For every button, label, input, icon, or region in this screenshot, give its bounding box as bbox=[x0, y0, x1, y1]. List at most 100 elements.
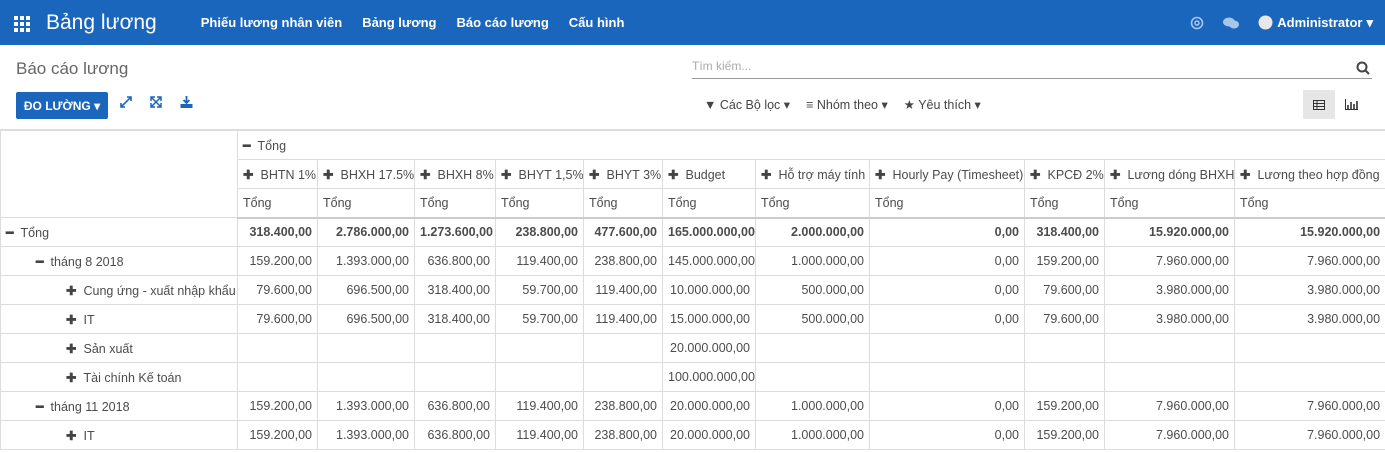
measure-header[interactable]: ✚ BHXH 8% bbox=[414, 159, 496, 189]
value-cell: 1.000.000,00 bbox=[755, 391, 870, 421]
expand-icon[interactable]: ✚ bbox=[66, 312, 77, 327]
value-cell: 145.000.000,00 bbox=[662, 246, 756, 276]
menu-item[interactable]: Báo cáo lương bbox=[456, 15, 549, 30]
value-cell bbox=[869, 333, 1025, 363]
expand-icon[interactable]: ✚ bbox=[323, 167, 334, 182]
row-header[interactable]: ✚ IT bbox=[0, 420, 238, 450]
value-cell: 238.800,00 bbox=[583, 246, 663, 276]
value-cell bbox=[495, 333, 584, 363]
favorites-label: Yêu thích bbox=[918, 98, 972, 112]
user-menu[interactable]: Administrator ▾ bbox=[1258, 15, 1373, 31]
expand-icon[interactable]: ✚ bbox=[761, 167, 772, 182]
value-cell: 159.200,00 bbox=[1024, 420, 1105, 450]
measure-header[interactable]: ✚ KPCĐ 2% bbox=[1024, 159, 1105, 189]
row-label: IT bbox=[83, 312, 95, 327]
search-options: ▼ Các Bộ lọc ▾ ≡ Nhóm theo ▾ ★ Yêu thích… bbox=[704, 97, 981, 112]
value-cell: 3.980.000,00 bbox=[1104, 275, 1235, 305]
expand-icon[interactable]: ✚ bbox=[875, 167, 886, 182]
measure-header[interactable]: ✚ BHXH 17.5% bbox=[317, 159, 415, 189]
row-header[interactable]: ✚ Cung ứng - xuất nhập khẩu bbox=[0, 275, 238, 305]
menu-item[interactable]: Cấu hình bbox=[568, 15, 625, 30]
row-header[interactable]: ✚ Tài chính Kế toán bbox=[0, 362, 238, 392]
value-cell: 318.400,00 bbox=[1024, 217, 1105, 247]
collapse-icon[interactable]: ━ bbox=[36, 254, 44, 269]
menu-item[interactable]: Bảng lương bbox=[362, 15, 437, 30]
sub-header: Tổng bbox=[869, 188, 1025, 219]
collapse-icon[interactable]: ━ bbox=[243, 138, 251, 153]
column-group-header[interactable]: ━ Tổng bbox=[236, 130, 1385, 160]
measure-header[interactable]: ✚ Hỗ trợ máy tính bbox=[755, 159, 870, 189]
groupby-menu[interactable]: ≡ Nhóm theo ▾ bbox=[806, 98, 888, 112]
row-header[interactable]: ━ tháng 11 2018 bbox=[0, 391, 238, 421]
measure-header[interactable]: ✚ Hourly Pay (Timesheet) bbox=[869, 159, 1025, 189]
favorites-menu[interactable]: ★ Yêu thích ▾ bbox=[903, 98, 981, 112]
chat-icon[interactable] bbox=[1222, 16, 1240, 30]
value-cell bbox=[317, 333, 415, 363]
value-cell: 79.600,00 bbox=[1024, 304, 1105, 334]
row-header[interactable]: ━ tháng 8 2018 bbox=[0, 246, 238, 276]
expand-icon[interactable] bbox=[150, 96, 162, 108]
measure-header[interactable]: ✚ Budget bbox=[662, 159, 756, 189]
measure-header[interactable]: ✚ Lương theo hợp đồng bbox=[1233, 159, 1385, 189]
expand-icon[interactable]: ✚ bbox=[1240, 167, 1251, 182]
measure-header[interactable]: ✚ BHYT 3% bbox=[583, 159, 663, 189]
expand-icon[interactable]: ✚ bbox=[420, 167, 431, 182]
expand-icon[interactable]: ✚ bbox=[668, 167, 679, 182]
sub-header: Tổng bbox=[237, 188, 318, 219]
mention-icon[interactable] bbox=[1190, 16, 1204, 30]
value-cell bbox=[583, 362, 663, 392]
header-label: BHTN 1% bbox=[260, 167, 317, 182]
breadcrumb: Báo cáo lương bbox=[16, 59, 129, 78]
search-icon[interactable] bbox=[1356, 61, 1370, 75]
expand-icon[interactable]: ✚ bbox=[66, 283, 77, 298]
measure-header[interactable]: ✚ BHYT 1,5% bbox=[495, 159, 584, 189]
expand-icon[interactable]: ✚ bbox=[66, 341, 77, 356]
expand-icon[interactable]: ✚ bbox=[1030, 167, 1041, 182]
app-title: Bảng lương bbox=[46, 10, 157, 34]
pivot-view-button[interactable] bbox=[1303, 90, 1335, 119]
value-cell: 3.980.000,00 bbox=[1233, 304, 1385, 334]
row-header[interactable]: ✚ Sản xuất bbox=[0, 333, 238, 363]
value-cell: 636.800,00 bbox=[414, 420, 496, 450]
expand-icon[interactable]: ✚ bbox=[66, 370, 77, 385]
sub-header: Tổng bbox=[1233, 188, 1385, 219]
row-header[interactable]: ━ Tổng bbox=[0, 217, 238, 247]
measures-button[interactable]: ĐO LƯỜNG ▾ bbox=[16, 92, 108, 119]
value-cell: 3.980.000,00 bbox=[1233, 275, 1385, 305]
search-box[interactable]: Tìm kiếm... bbox=[692, 57, 1372, 79]
flip-axis-icon[interactable] bbox=[120, 96, 132, 108]
measure-header[interactable]: ✚ Lương dóng BHXH bbox=[1104, 159, 1235, 189]
download-icon[interactable] bbox=[180, 96, 193, 108]
measure-header[interactable]: ✚ BHTN 1% bbox=[237, 159, 318, 189]
value-cell: 119.400,00 bbox=[495, 246, 584, 276]
expand-icon[interactable]: ✚ bbox=[66, 428, 77, 443]
row-label: tháng 11 2018 bbox=[50, 399, 130, 414]
navbar: Bảng lương Phiếu lương nhân viên Bảng lư… bbox=[0, 0, 1385, 45]
header-label: Hỗ trợ máy tính bbox=[778, 167, 866, 182]
value-cell: 59.700,00 bbox=[495, 304, 584, 334]
value-cell: 10.000.000,00 bbox=[662, 275, 756, 305]
collapse-icon[interactable]: ━ bbox=[6, 225, 14, 240]
menu-item[interactable]: Phiếu lương nhân viên bbox=[200, 15, 343, 30]
value-cell: 0,00 bbox=[869, 391, 1025, 421]
row-label: Tổng bbox=[20, 225, 50, 240]
apps-menu[interactable] bbox=[14, 15, 32, 32]
value-cell: 119.400,00 bbox=[583, 275, 663, 305]
row-label: IT bbox=[83, 428, 95, 443]
expand-icon[interactable]: ✚ bbox=[243, 167, 254, 182]
collapse-icon[interactable]: ━ bbox=[36, 399, 44, 414]
value-cell: 100.000.000,00 bbox=[662, 362, 756, 392]
value-cell bbox=[755, 333, 870, 363]
value-cell bbox=[1024, 333, 1105, 363]
graph-view-button[interactable] bbox=[1335, 90, 1367, 119]
sub-header: Tổng bbox=[317, 188, 415, 219]
expand-icon[interactable]: ✚ bbox=[589, 167, 600, 182]
filters-menu[interactable]: ▼ Các Bộ lọc ▾ bbox=[704, 98, 791, 112]
expand-icon[interactable]: ✚ bbox=[501, 167, 512, 182]
expand-icon[interactable]: ✚ bbox=[1110, 167, 1121, 182]
row-label: Sản xuất bbox=[83, 341, 133, 356]
data-row: ✚ Sản xuất 20.000.000,00 bbox=[0, 333, 1385, 363]
value-cell: 318.400,00 bbox=[237, 217, 318, 247]
row-header[interactable]: ✚ IT bbox=[0, 304, 238, 334]
